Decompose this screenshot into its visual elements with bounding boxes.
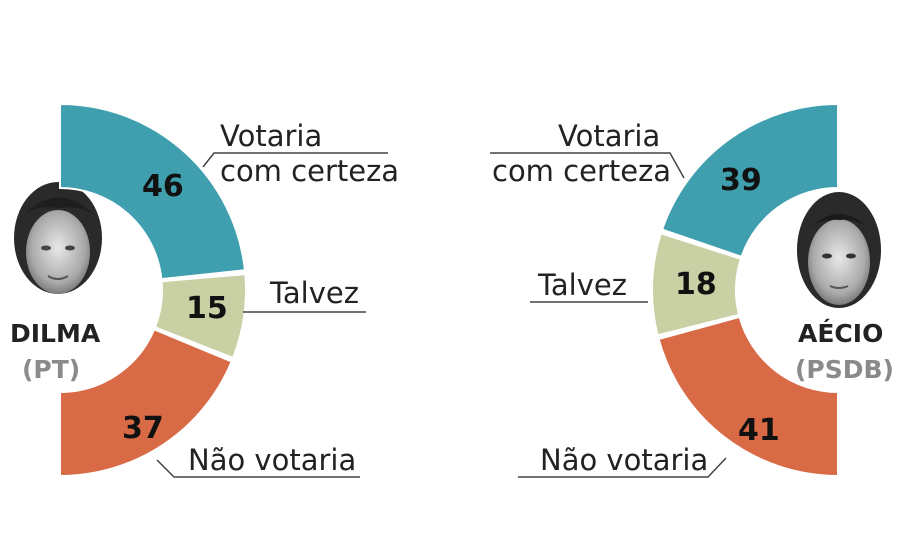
segment-aecio-talvez — [651, 231, 743, 337]
candidate-party-dilma: (PT) — [22, 355, 80, 384]
chart-aecio: 39 18 41 Votaria com certeza Talvez Não … — [490, 102, 894, 478]
label-dilma-votaria-line1: Votaria — [220, 119, 322, 153]
value-dilma-talvez: 15 — [186, 291, 228, 326]
leader-aecio-nao-votaria — [518, 457, 727, 478]
label-aecio-nao-votaria: Não votaria — [540, 443, 708, 477]
value-aecio-talvez: 18 — [675, 267, 717, 302]
chart-dilma: DILMA (PT) 46 15 37 Votaria com certeza … — [10, 102, 399, 478]
value-dilma-votaria: 46 — [142, 169, 184, 204]
segment-aecio-nao-votaria — [657, 315, 839, 478]
segment-aecio-votaria — [660, 102, 839, 259]
segment-dilma-nao-votaria — [59, 327, 233, 478]
label-dilma-votaria-line2: com certeza — [220, 154, 399, 188]
portrait-aecio — [797, 192, 881, 308]
label-aecio-votaria-line2: com certeza — [492, 154, 671, 188]
value-dilma-nao-votaria: 37 — [122, 411, 164, 446]
leader-dilma-votaria — [202, 152, 388, 168]
segment-dilma-votaria — [59, 102, 247, 281]
candidate-name-dilma: DILMA — [10, 319, 101, 348]
candidate-party-aecio: (PSDB) — [795, 355, 894, 384]
label-dilma-talvez: Talvez — [269, 276, 359, 310]
label-dilma-nao-votaria: Não votaria — [188, 443, 356, 477]
label-aecio-talvez: Talvez — [537, 268, 627, 302]
candidate-name-aecio: AÉCIO — [798, 319, 883, 348]
portrait-dilma — [14, 182, 102, 294]
segment-dilma-talvez — [153, 272, 247, 360]
value-aecio-nao-votaria: 41 — [738, 413, 780, 448]
leader-dilma-nao-votaria — [156, 459, 360, 478]
leader-aecio-votaria — [490, 152, 685, 179]
label-aecio-votaria-line1: Votaria — [558, 119, 660, 153]
value-aecio-votaria: 39 — [720, 163, 762, 198]
